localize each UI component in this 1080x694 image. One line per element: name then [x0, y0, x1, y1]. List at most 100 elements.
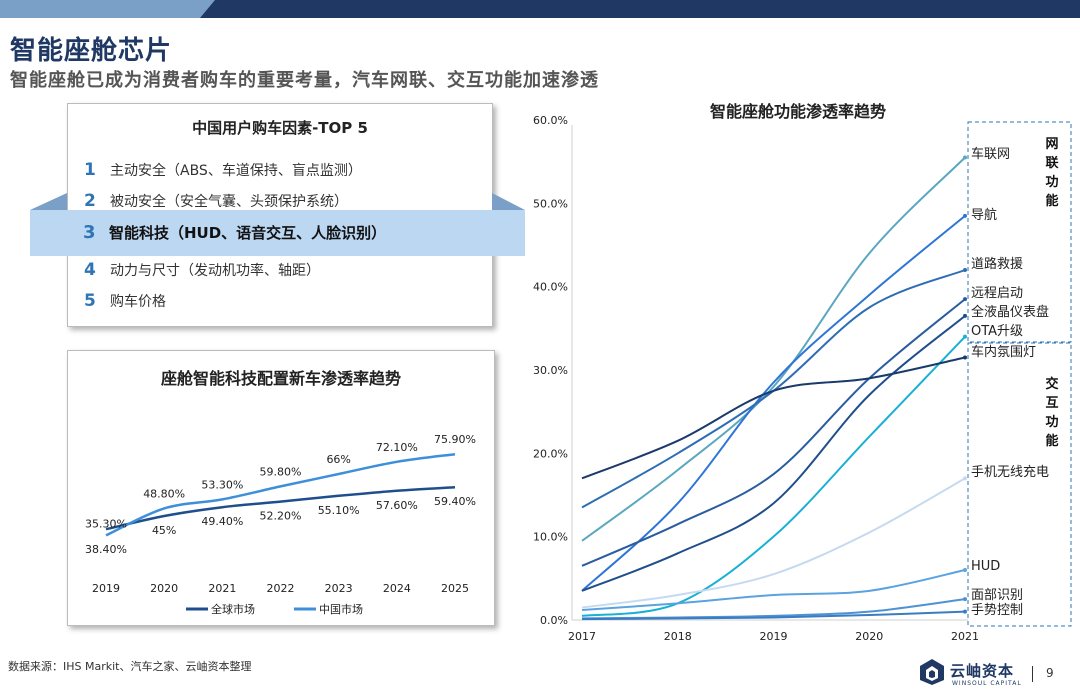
x-tick-label: 2021	[208, 582, 236, 595]
group-label-interaction: 能	[1045, 433, 1058, 449]
data-label: 52.20%	[260, 510, 302, 523]
group-label-interaction: 交	[1045, 376, 1058, 392]
series-end-point	[963, 297, 967, 302]
winsoul-logo-icon	[920, 659, 944, 685]
data-label: 57.60%	[376, 499, 418, 512]
data-label: 49.40%	[201, 515, 243, 528]
data-label: 45%	[152, 524, 176, 537]
page-subtitle: 智能座舱已成为消费者购车的重要考量，汽车网联、交互功能加速渗透	[10, 70, 599, 91]
top5-item-number: 2	[84, 191, 96, 211]
series-end-point	[963, 213, 967, 218]
x-tick-label: 2019	[92, 582, 120, 595]
x-tick-label: 2023	[325, 582, 353, 595]
series-label: 车联网	[971, 146, 1010, 162]
group-label-connectivity: 能	[1045, 193, 1058, 209]
group-label-connectivity: 联	[1045, 156, 1058, 171]
top5-item-number: 4	[84, 260, 96, 280]
series-line	[581, 569, 966, 611]
top5-item-text: 购车价格	[110, 294, 166, 310]
logo-subtext: WINSOUL CAPITAL	[952, 680, 1022, 687]
group-label-interaction: 互	[1045, 396, 1058, 411]
top5-item-text: 被动安全（安全气囊、头颈保护系统）	[110, 194, 348, 210]
top5-item-text: 主动安全（ABS、车道保持、盲点监测）	[110, 163, 362, 179]
page-separator	[1032, 666, 1033, 682]
series-end-point	[963, 609, 967, 614]
y-tick-label: 50.0%	[533, 197, 568, 210]
series-end-point	[963, 334, 967, 339]
x-tick-label: 2021	[951, 630, 979, 643]
series-line	[581, 269, 966, 509]
logo-text: 云岫资本	[950, 662, 1015, 680]
top5-item-1: 1 主动安全（ABS、车道保持、盲点监测）	[84, 160, 362, 180]
y-tick-label: 60.0%	[533, 114, 568, 127]
series-line	[581, 598, 966, 620]
series-label: HUD	[971, 559, 1000, 574]
series-line	[581, 315, 966, 592]
top5-item-4: 4 动力与尺寸（发动机功率、轴距）	[84, 260, 320, 280]
top5-title: 中国用户购车因素-TOP 5	[192, 119, 368, 137]
group-label-connectivity: 网	[1045, 137, 1058, 152]
group-box-interaction	[967, 342, 1072, 627]
top5-item-text: 智能科技（HUD、语音交互、人脸识别）	[109, 224, 387, 242]
series-label: OTA升级	[971, 324, 1023, 339]
series-line	[581, 298, 966, 567]
series-label: 全液晶仪表盘	[971, 304, 1049, 320]
top5-item-number: 3	[83, 222, 96, 243]
header-bar-light	[0, 0, 215, 18]
legend-label: 全球市场	[211, 602, 255, 616]
top5-item-3-highlighted: 3 智能科技（HUD、语音交互、人脸识别）	[83, 222, 386, 243]
data-label: 35.30%	[85, 517, 127, 530]
group-label-connectivity: 功	[1045, 175, 1058, 190]
penetration-chart-panel: 座舱智能科技配置新车渗透率趋势 2019 2020 2021 2022 2023 2024…	[67, 350, 495, 626]
top5-item-number: 1	[84, 160, 96, 180]
highlight-fold-right	[492, 193, 525, 210]
series-line	[581, 610, 966, 621]
data-label: 66%	[326, 453, 350, 466]
y-tick-label: 0.0%	[540, 614, 568, 627]
series-label: 手机无线充电	[971, 464, 1049, 480]
top5-highlight-band	[30, 210, 525, 256]
series-label: 导航	[971, 207, 997, 223]
chart2-title: 智能座舱功能渗透率趋势	[710, 102, 887, 121]
y-tick-label: 40.0%	[533, 281, 568, 294]
top5-item-text: 动力与尺寸（发动机功率、轴距）	[110, 263, 320, 279]
data-label: 75.90%	[434, 433, 476, 446]
data-label: 59.40%	[434, 495, 476, 508]
data-label: 53.30%	[201, 478, 243, 491]
series-label: 手势控制	[971, 602, 1023, 618]
series-line-global	[105, 485, 456, 531]
highlight-fold-left	[30, 193, 67, 210]
series-end-point	[963, 313, 967, 318]
series-line	[581, 156, 966, 542]
x-tick-label: 2019	[760, 630, 788, 643]
series-end-point	[963, 355, 967, 360]
series-end-point	[963, 568, 967, 572]
x-tick-label: 2022	[267, 582, 295, 595]
top5-item-2: 2 被动安全（安全气囊、头颈保护系统）	[84, 191, 348, 211]
data-label: 55.10%	[318, 504, 360, 517]
x-tick-label: 2020	[150, 582, 178, 595]
page-title: 智能座舱芯片	[10, 36, 173, 66]
y-tick-label: 30.0%	[533, 364, 568, 377]
series-label: 车内氛围灯	[971, 344, 1036, 360]
series-label: 道路救援	[971, 256, 1023, 272]
series-end-point	[963, 597, 967, 602]
series-end-point	[963, 268, 967, 272]
series-line-china	[105, 452, 456, 537]
top5-item-number: 5	[84, 291, 96, 311]
x-tick-label: 2020	[855, 630, 883, 643]
data-source: 数据来源：IHS Markit、汽车之家、云岫资本整理	[8, 660, 252, 673]
series-line	[581, 356, 966, 480]
y-tick-label: 20.0%	[533, 447, 568, 460]
series-end-point	[963, 155, 967, 160]
group-box-connectivity	[967, 121, 1072, 343]
y-tick-label: 10.0%	[533, 531, 568, 544]
series-line	[581, 477, 966, 609]
legend-label: 中国市场	[319, 602, 363, 616]
top5-item-5: 5 购车价格	[84, 291, 166, 311]
chart1-title: 座舱智能科技配置新车渗透率趋势	[160, 369, 401, 388]
x-tick-label: 2017	[568, 630, 596, 643]
data-label: 48.80%	[143, 487, 185, 500]
series-line	[581, 335, 966, 617]
data-label: 59.80%	[260, 465, 302, 478]
